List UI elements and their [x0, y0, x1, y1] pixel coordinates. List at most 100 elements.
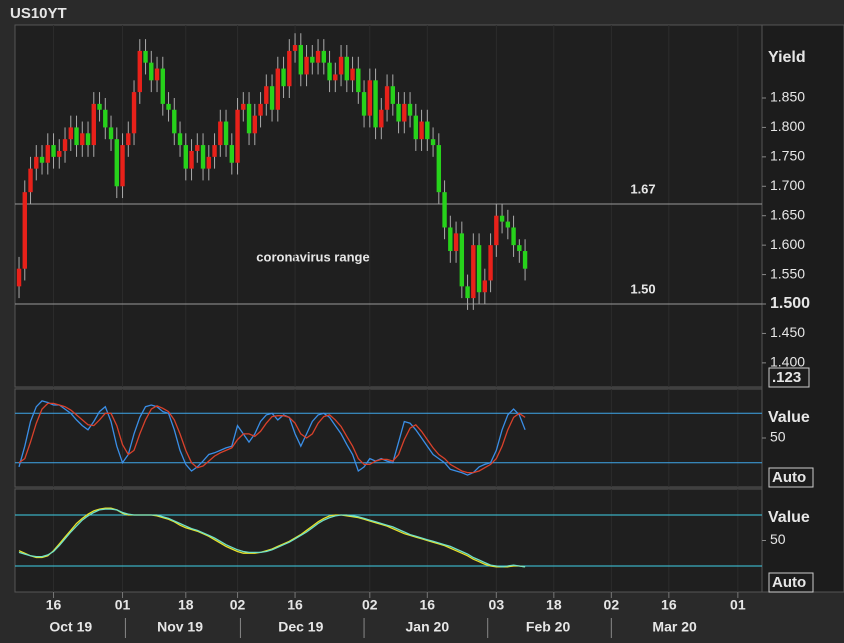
candle-body: [384, 86, 390, 110]
series-line: [18, 402, 526, 474]
candle-body: [448, 227, 453, 252]
candle-body: [34, 156, 39, 169]
x-tick-label: 16: [46, 597, 62, 613]
oscillator-panel: [14, 488, 763, 593]
candle-body: [258, 103, 263, 116]
candle-body: [373, 80, 378, 128]
candle-body: [396, 103, 401, 122]
y-tick-label: 1.650: [770, 206, 805, 222]
candle-body: [22, 192, 27, 269]
candle-body: [344, 56, 350, 81]
candle-body: [361, 92, 367, 116]
candle-body: [154, 68, 160, 81]
y-tick-label: 1.600: [770, 236, 805, 252]
candle-body: [459, 233, 465, 287]
candle-body: [126, 133, 131, 146]
y-tick-label: 1.850: [770, 89, 805, 105]
candle-body: [62, 139, 68, 151]
x-tick-label: 01: [115, 597, 131, 613]
candle-body: [350, 68, 355, 81]
candle-body: [333, 74, 338, 81]
candle-body: [327, 62, 332, 81]
y-tick-label: 50: [770, 429, 786, 445]
annotation-label: 1.50: [630, 281, 655, 296]
candle-body: [177, 133, 183, 146]
candle-body: [430, 139, 436, 146]
candle-body: [390, 86, 396, 104]
month-label: Mar 20: [652, 619, 697, 635]
candle-body: [505, 221, 511, 228]
candle-body: [442, 192, 447, 228]
month-label: Oct 19: [49, 619, 92, 635]
y-axis-title: Value: [768, 409, 810, 426]
candle-body: [91, 103, 96, 146]
candle-body: [51, 145, 56, 157]
candle-body: [402, 103, 407, 122]
y-tick-label: 1.450: [770, 324, 805, 340]
candle-body: [517, 245, 522, 252]
candle-body: [229, 145, 234, 163]
candle-body: [39, 156, 45, 163]
candle-body: [419, 121, 424, 140]
candle-body: [103, 109, 108, 128]
x-tick-label: 01: [730, 597, 746, 613]
candle-body: [436, 145, 442, 193]
candle-body: [321, 50, 327, 63]
candle-body: [218, 121, 223, 146]
candle-body: [57, 150, 62, 157]
candle-body: [264, 86, 269, 104]
oscillator-panel: [14, 388, 763, 488]
candle-body: [287, 50, 292, 87]
chart-title: US10YT: [10, 5, 67, 22]
candle-body: [160, 68, 165, 104]
candle-body: [425, 121, 430, 140]
candle-body: [310, 56, 315, 63]
candle-body: [269, 86, 275, 110]
candle-body: [223, 121, 229, 146]
candle-body: [195, 145, 200, 151]
candle-body: [298, 45, 304, 75]
candle-body: [511, 227, 516, 246]
candle-body: [28, 168, 33, 193]
plot-layer: 16 01 18 02 16 02 16 03 18 02 16 01 Oct 19 Nov 19 Dec …: [15, 25, 814, 638]
candle-body: [68, 127, 73, 140]
candle-body: [367, 80, 373, 116]
month-label: Dec 19: [278, 619, 323, 635]
month-label: Nov 19: [157, 619, 203, 635]
candle-body: [74, 127, 79, 146]
candle-body: [80, 133, 85, 146]
candle-body: [522, 251, 528, 269]
scale-box: [768, 367, 810, 388]
x-tick-label: 03: [489, 597, 505, 613]
candle-body: [108, 127, 114, 140]
x-tick-label: 02: [230, 597, 246, 613]
annotation-label: 1.67: [630, 181, 655, 196]
scale-label: Auto: [772, 469, 806, 486]
y-tick-label: 1.700: [770, 177, 805, 193]
candle-body: [413, 115, 419, 140]
candle-body: [45, 145, 50, 163]
y-axis-title: Value: [768, 509, 810, 526]
y-tick-label: 1.500: [770, 295, 810, 312]
candle-body: [235, 109, 240, 163]
x-tick-label: 16: [661, 597, 677, 613]
x-tick-label: 02: [604, 597, 620, 613]
x-tick-label: 16: [420, 597, 436, 613]
candle-body: [137, 50, 142, 93]
candle-body: [465, 286, 470, 299]
annotation: coronavirus range: [256, 249, 369, 264]
candle-body: [453, 233, 459, 252]
series-line: [18, 508, 526, 568]
candle-body: [292, 45, 298, 51]
candle-body: [189, 150, 194, 169]
scale-label: Auto: [772, 574, 806, 591]
candle-body: [212, 145, 217, 157]
x-tick-label: 18: [546, 597, 562, 613]
candle-body: [114, 139, 119, 187]
candle-body: [379, 109, 384, 128]
series-line: [18, 400, 526, 476]
candle-body: [275, 68, 281, 110]
candle-body: [16, 268, 22, 287]
right-axis: [761, 24, 844, 593]
